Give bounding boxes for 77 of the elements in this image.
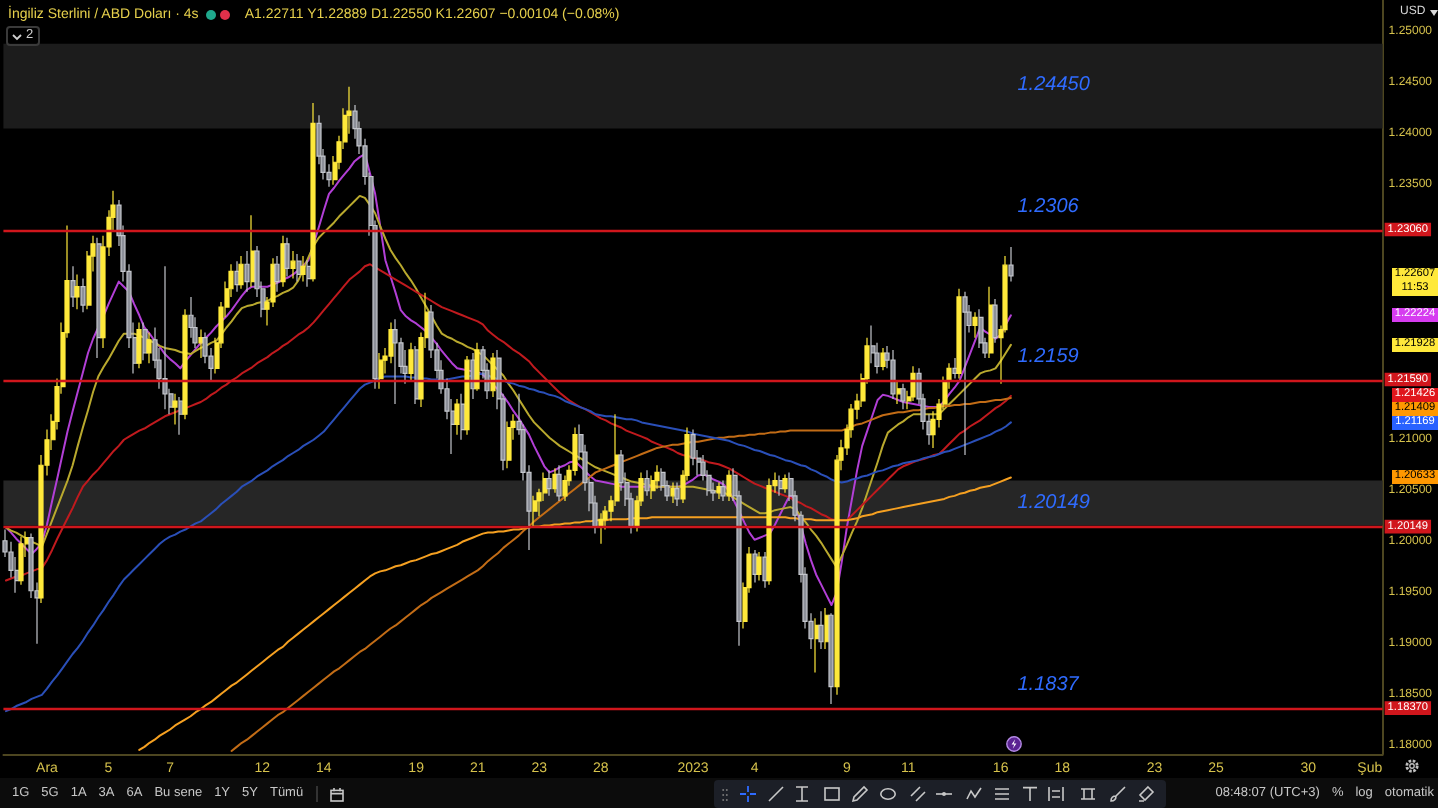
annotation: 1.20149 (1017, 492, 1090, 515)
candlestick (988, 286, 994, 359)
candlestick (814, 617, 820, 673)
candlestick (900, 383, 906, 410)
candlestick (146, 332, 152, 364)
candlestick (178, 396, 184, 436)
band-label: 1.24450 (1017, 74, 1090, 97)
candlestick (162, 265, 168, 410)
candlestick (762, 551, 768, 589)
candlestick (74, 273, 80, 310)
candlestick (238, 255, 244, 290)
candlestick (306, 259, 312, 288)
line-series (4, 194, 1012, 569)
candlestick (828, 612, 834, 705)
candlestick (782, 473, 788, 494)
candlestick (532, 495, 538, 528)
candlestick (460, 393, 466, 441)
candlestick (172, 393, 178, 426)
candlestick (962, 291, 968, 456)
candlestick (274, 255, 280, 293)
candlestick (70, 265, 76, 308)
candlestick (490, 352, 496, 398)
candlestick (598, 512, 604, 545)
candlestick (752, 549, 758, 584)
candlestick (1008, 246, 1014, 283)
candlestick (670, 482, 676, 504)
candlestick (244, 250, 250, 293)
candlestick (506, 420, 512, 469)
candlestick (674, 482, 680, 507)
candlestick (880, 347, 886, 371)
candlestick (392, 318, 398, 405)
candlestick (716, 482, 722, 500)
line-series (4, 153, 1012, 607)
candlestick (972, 311, 978, 339)
candlestick (136, 321, 142, 369)
candlestick (250, 214, 256, 288)
candlestick (956, 288, 962, 380)
candlestick (556, 464, 562, 502)
candlestick (824, 607, 830, 650)
annotation: 1.2306 (1017, 195, 1079, 218)
candlestick (296, 253, 302, 283)
line-series (230, 396, 1012, 752)
candlestick (378, 352, 384, 390)
candlestick (726, 469, 732, 502)
candlestick (454, 398, 460, 436)
candlestick (992, 298, 998, 344)
line-series (4, 372, 1012, 713)
candlestick (80, 277, 86, 313)
candlestick (720, 479, 726, 502)
candlestick (18, 536, 24, 586)
candlestick (142, 321, 148, 361)
candlestick (464, 355, 470, 436)
candlestick (284, 237, 290, 278)
candlestick (756, 551, 762, 582)
candlestick (952, 357, 958, 380)
candlestick (182, 308, 188, 420)
candlestick (766, 477, 772, 586)
candlestick (408, 342, 414, 382)
candlestick (300, 255, 306, 283)
candlestick (644, 469, 650, 497)
candlestick (280, 235, 286, 288)
candlestick (198, 328, 204, 359)
candlestick (552, 467, 558, 494)
candlestick (910, 365, 916, 402)
candlestick (896, 379, 902, 405)
candlestick (474, 342, 480, 392)
candlestick (290, 250, 296, 280)
annotation: 1.2159 (1017, 345, 1079, 368)
candlestick (778, 474, 784, 497)
candlestick (310, 102, 316, 283)
candlestick (234, 260, 240, 293)
line-series (4, 263, 1012, 582)
annotation: 1.1837 (1017, 674, 1079, 697)
line-series (138, 476, 1012, 751)
candlestick (890, 349, 896, 400)
candlestick (546, 469, 552, 497)
candlestick (818, 610, 824, 650)
